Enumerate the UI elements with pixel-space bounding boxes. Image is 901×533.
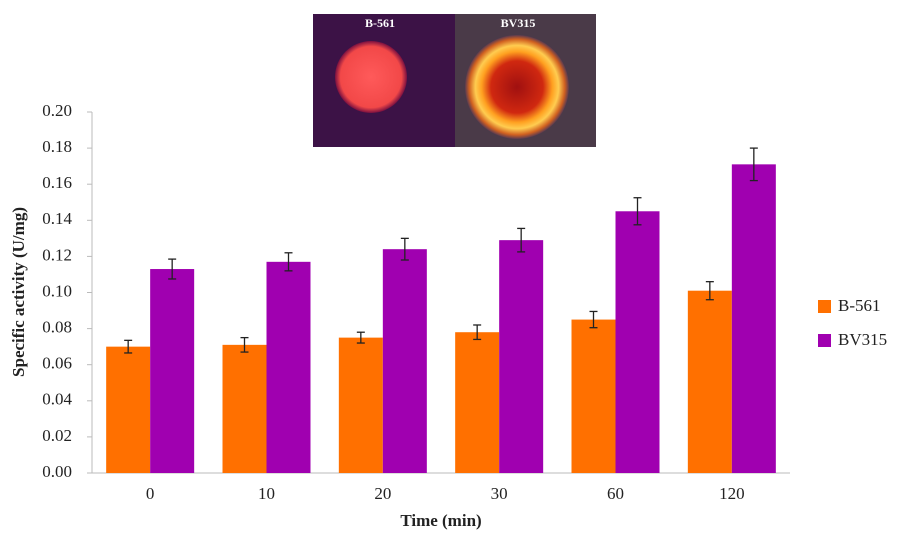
y-tick-label: 0.18 xyxy=(42,137,72,156)
x-tick-label: 10 xyxy=(258,484,275,503)
bar xyxy=(339,338,383,473)
y-tick-label: 0.20 xyxy=(42,101,72,120)
legend-swatch xyxy=(818,300,831,313)
legend-label: BV315 xyxy=(838,330,887,349)
bar xyxy=(267,262,311,473)
y-tick-label: 0.06 xyxy=(42,354,72,373)
y-tick-label: 0.00 xyxy=(42,462,72,481)
bar xyxy=(223,345,267,473)
bar xyxy=(499,240,543,473)
bar xyxy=(732,164,776,473)
image-label: B-561 xyxy=(365,16,395,30)
y-tick-label: 0.10 xyxy=(42,281,72,300)
y-tick-label: 0.12 xyxy=(42,245,72,264)
legend-label: B-561 xyxy=(838,296,881,315)
y-tick-label: 0.04 xyxy=(42,390,72,409)
y-tick-label: 0.14 xyxy=(42,209,72,228)
bar xyxy=(383,249,427,473)
x-axis-title: Time (min) xyxy=(400,511,481,530)
bar xyxy=(455,332,499,473)
y-axis-title: Specific activity (U/mg) xyxy=(9,207,28,377)
x-tick-label: 30 xyxy=(491,484,508,503)
bar xyxy=(106,347,150,473)
inset-image xyxy=(313,14,596,147)
x-tick-label: 60 xyxy=(607,484,624,503)
image-label: BV315 xyxy=(501,16,536,30)
bar xyxy=(616,211,660,473)
y-tick-label: 0.02 xyxy=(42,426,72,445)
x-tick-label: 0 xyxy=(146,484,155,503)
legend-swatch xyxy=(818,334,831,347)
x-tick-label: 20 xyxy=(374,484,391,503)
chart: B-561 BV315 Specific activity (U/mg) Tim… xyxy=(0,0,901,533)
bar xyxy=(150,269,194,473)
bar xyxy=(572,320,616,473)
x-tick-label: 120 xyxy=(719,484,745,503)
bar xyxy=(688,291,732,473)
y-tick-label: 0.08 xyxy=(42,318,72,337)
y-tick-label: 0.16 xyxy=(42,173,72,192)
